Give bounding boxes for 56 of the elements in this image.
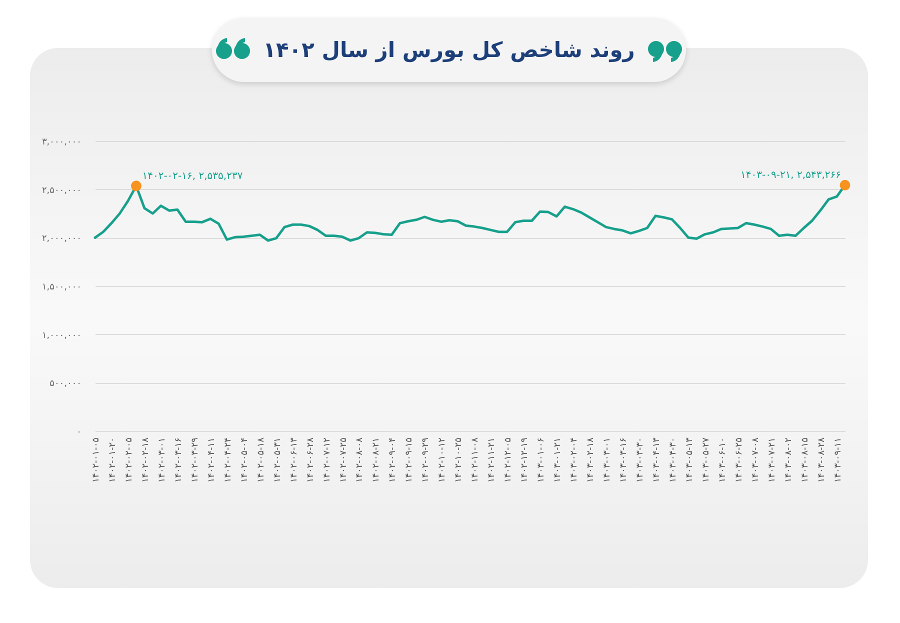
x-tick-label: ۱۴۰۲-۰۸-۲۱	[372, 438, 382, 483]
x-tick-label: ۱۴۰۲-۰۵-۰۴	[240, 437, 250, 483]
x-tick-label: ۱۴۰۳-۰۸-۰۲	[784, 437, 794, 483]
x-tick-label: ۱۴۰۲-۰۸-۰۸	[355, 437, 366, 483]
x-tick-label: ۱۴۰۲-۱۲-۰۵	[504, 437, 514, 483]
x-tick-label: ۱۴۰۲-۱۰-۱۲	[438, 437, 448, 483]
x-tick-label: ۱۴۰۲-۰۱-۲۰	[108, 438, 118, 483]
x-tick-label: ۱۴۰۳-۰۱-۲۱	[553, 438, 564, 483]
x-tick-label: ۱۴۰۲-۰۳-۲۹	[190, 437, 200, 483]
y-tick-label: ۵۰۰,۰۰۰	[50, 379, 82, 390]
x-tick-label: ۱۴۰۳-۰۲-۰۴	[570, 437, 580, 483]
annotation: ۱۴۰۳-۰۹-۲۱, ۲,۵۴۳,۲۶۶	[740, 170, 841, 182]
x-tick-label: ۱۴۰۳-۰۴-۱۳	[652, 437, 662, 483]
x-tick-label: ۱۴۰۳-۰۳-۱۶	[618, 437, 629, 483]
x-tick-label: ۱۴۰۲-۰۴-۱۱	[206, 438, 217, 483]
x-tick-label: ۱۴۰۲-۰۲-۱۸	[140, 437, 151, 483]
x-tick-label: ۱۴۰۲-۰۳-۱۶	[174, 437, 184, 483]
x-tick-label: ۱۴۰۲-۰۷-۱۲	[322, 437, 332, 483]
x-tick-label: ۱۴۰۳-۰۷-۰۸	[750, 437, 761, 483]
y-tick-label: ۲,۵۰۰,۰۰۰	[42, 186, 82, 196]
x-tick-label: ۱۴۰۳-۰۵-۱۳	[684, 437, 695, 483]
x-tick-label: ۱۴۰۲-۱۱-۰۸	[470, 437, 481, 483]
x-tick-label: ۱۴۰۳-۰۶-۱۰	[718, 438, 728, 483]
x-tick-label: ۱۴۰۲-۰۱-۰۵	[92, 437, 102, 483]
x-tick-label: ۱۴۰۲-۰۷-۲۵	[338, 437, 349, 483]
x-tick-label: ۱۴۰۳-۰۳-۰۱	[602, 438, 612, 483]
x-tick-label: ۱۴۰۲-۰۴-۲۴	[223, 437, 234, 483]
x-tick-label: ۱۴۰۲-۰۶-۱۳	[289, 437, 300, 483]
x-tick-label: ۱۴۰۳-۰۲-۱۸	[586, 437, 596, 483]
x-tick-label: ۱۴۰۲-۰۳-۰۱	[157, 438, 168, 483]
y-tick-label: ۱,۰۰۰,۰۰۰	[42, 330, 82, 341]
x-tick-label: ۱۴۰۳-۰۵-۲۷	[701, 437, 712, 483]
x-tick-label: ۱۴۰۲-۱۲-۱۹	[520, 437, 530, 483]
x-tick-label: ۱۴۰۲-۰۵-۱۸	[256, 437, 266, 483]
x-tick-label: ۱۴۰۳-۰۸-۱۵	[800, 437, 810, 483]
x-tick-label: ۱۴۰۲-۰۹-۰۴	[388, 437, 398, 483]
annotation: ۱۴۰۲-۰۲-۱۶, ۲,۵۳۵,۲۳۷	[142, 170, 244, 182]
x-tick-label: ۱۴۰۲-۱۰-۲۵	[454, 437, 464, 483]
x-tick-label: ۱۴۰۲-۰۹-۲۹	[421, 437, 432, 483]
x-tick-label: ۱۴۰۳-۰۶-۲۵	[734, 437, 744, 483]
chart-title: روند شاخص کل بورس از سال ۱۴۰۲	[263, 38, 635, 62]
x-tick-label: ۱۴۰۳-۰۴-۳۰	[668, 438, 678, 483]
y-tick-label: ۲,۰۰۰,۰۰۰	[42, 234, 82, 244]
x-tick-label: ۱۴۰۳-۰۱-۰۶	[536, 437, 547, 483]
y-tick-label: ۳,۰۰۰,۰۰۰	[42, 138, 82, 148]
x-tick-label: ۱۴۰۲-۱۱-۲۱	[487, 438, 498, 483]
x-tick-label: ۱۴۰۳-۰۸-۲۸	[816, 437, 827, 483]
y-tick-label: ۰	[76, 428, 82, 438]
y-tick-label: ۱,۵۰۰,۰۰۰	[42, 282, 82, 292]
x-tick-label: ۱۴۰۳-۰۷-۲۱	[767, 438, 778, 483]
x-tick-label: ۱۴۰۳-۰۳-۳۰	[635, 438, 646, 483]
x-tick-label: ۱۴۰۲-۰۲-۰۵	[124, 437, 134, 483]
x-tick-label: ۱۴۰۳-۰۹-۱۱	[833, 438, 844, 483]
x-tick-label: ۱۴۰۲-۰۶-۲۸	[306, 437, 316, 483]
x-tick-label: ۱۴۰۲-۰۹-۱۵	[404, 437, 415, 483]
x-tick-label: ۱۴۰۲-۰۵-۳۱	[272, 438, 283, 483]
